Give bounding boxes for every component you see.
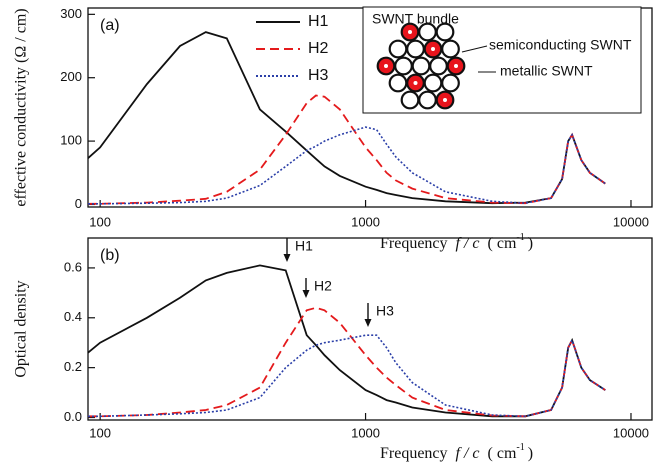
y-tick-label: 0.4 (64, 309, 82, 324)
tube-core (454, 64, 458, 68)
tube-core (408, 30, 412, 34)
panel-label: (b) (100, 247, 120, 264)
annotation-label: H3 (376, 303, 394, 319)
series-line (88, 308, 605, 417)
tube (395, 58, 412, 75)
x-tick-label: 100 (89, 425, 111, 440)
annotation-arrowhead (365, 319, 372, 327)
legend-label: H2 (308, 40, 329, 57)
inset-label: semiconducting SWNT (489, 37, 632, 53)
x-axis-label-part: f / c (456, 445, 480, 462)
tube (413, 58, 430, 75)
x-tick-label: 1000 (351, 214, 380, 229)
panel-label: (a) (100, 17, 120, 34)
x-tick-label: 10000 (613, 214, 649, 229)
x-axis-label-part: Frequency (380, 235, 448, 252)
tube (425, 75, 442, 92)
y-tick-label: 0.0 (64, 409, 82, 424)
y-tick-label: 0.2 (64, 359, 82, 374)
x-axis-label: Frequency f / c ( cm-1) (380, 442, 533, 461)
tube (390, 75, 407, 92)
x-axis-label-part: Frequency (380, 445, 448, 462)
tube-core (443, 98, 447, 102)
figure: 100 1000 10000 0 100 200 300 Frequency f / c ( cm… (0, 0, 672, 465)
tube (419, 24, 436, 41)
tube (407, 41, 424, 58)
x-axis-label-part: ) (528, 235, 533, 252)
y-tick-label: 0.6 (64, 259, 82, 274)
legend-label: H3 (308, 67, 329, 84)
annotation-arrowhead (284, 254, 291, 262)
x-tick-label: 1000 (351, 425, 380, 440)
tube (402, 92, 419, 109)
tube (390, 41, 407, 58)
tube-core (384, 64, 388, 68)
inset: SWNT bundle semiconducting SWNT metallic… (363, 7, 641, 113)
tube (430, 58, 447, 75)
tube (442, 75, 459, 92)
tube-core (414, 81, 418, 85)
y-tick-label: 0 (75, 196, 82, 211)
x-axis-label-part: -1 (516, 442, 524, 453)
x-axis-label-part: ) (528, 445, 533, 462)
tube (442, 41, 459, 58)
x-tick-label: 10000 (613, 425, 649, 440)
x-axis-label-part: f / c (456, 235, 480, 252)
tube-core (431, 47, 435, 51)
x-axis-label-part: ( cm (488, 445, 517, 462)
series-line (88, 127, 605, 204)
annotation-label: H2 (314, 278, 332, 294)
y-tick-label: 300 (60, 6, 82, 21)
inset-label: metallic SWNT (500, 63, 593, 79)
x-axis-label-part: ( cm (488, 235, 517, 252)
y-tick-label: 100 (60, 133, 82, 148)
x-tick-label: 100 (89, 214, 111, 229)
annotation-arrowhead (303, 290, 310, 298)
tube (437, 24, 454, 41)
tube (419, 92, 436, 109)
legend-label: H1 (308, 13, 329, 30)
y-axis-label: Optical density (13, 280, 30, 377)
y-tick-label: 200 (60, 69, 82, 84)
series-line (88, 265, 605, 416)
annotation-label: H1 (295, 238, 313, 254)
y-axis-label: effective conductivity (Ω / cm) (13, 8, 30, 206)
